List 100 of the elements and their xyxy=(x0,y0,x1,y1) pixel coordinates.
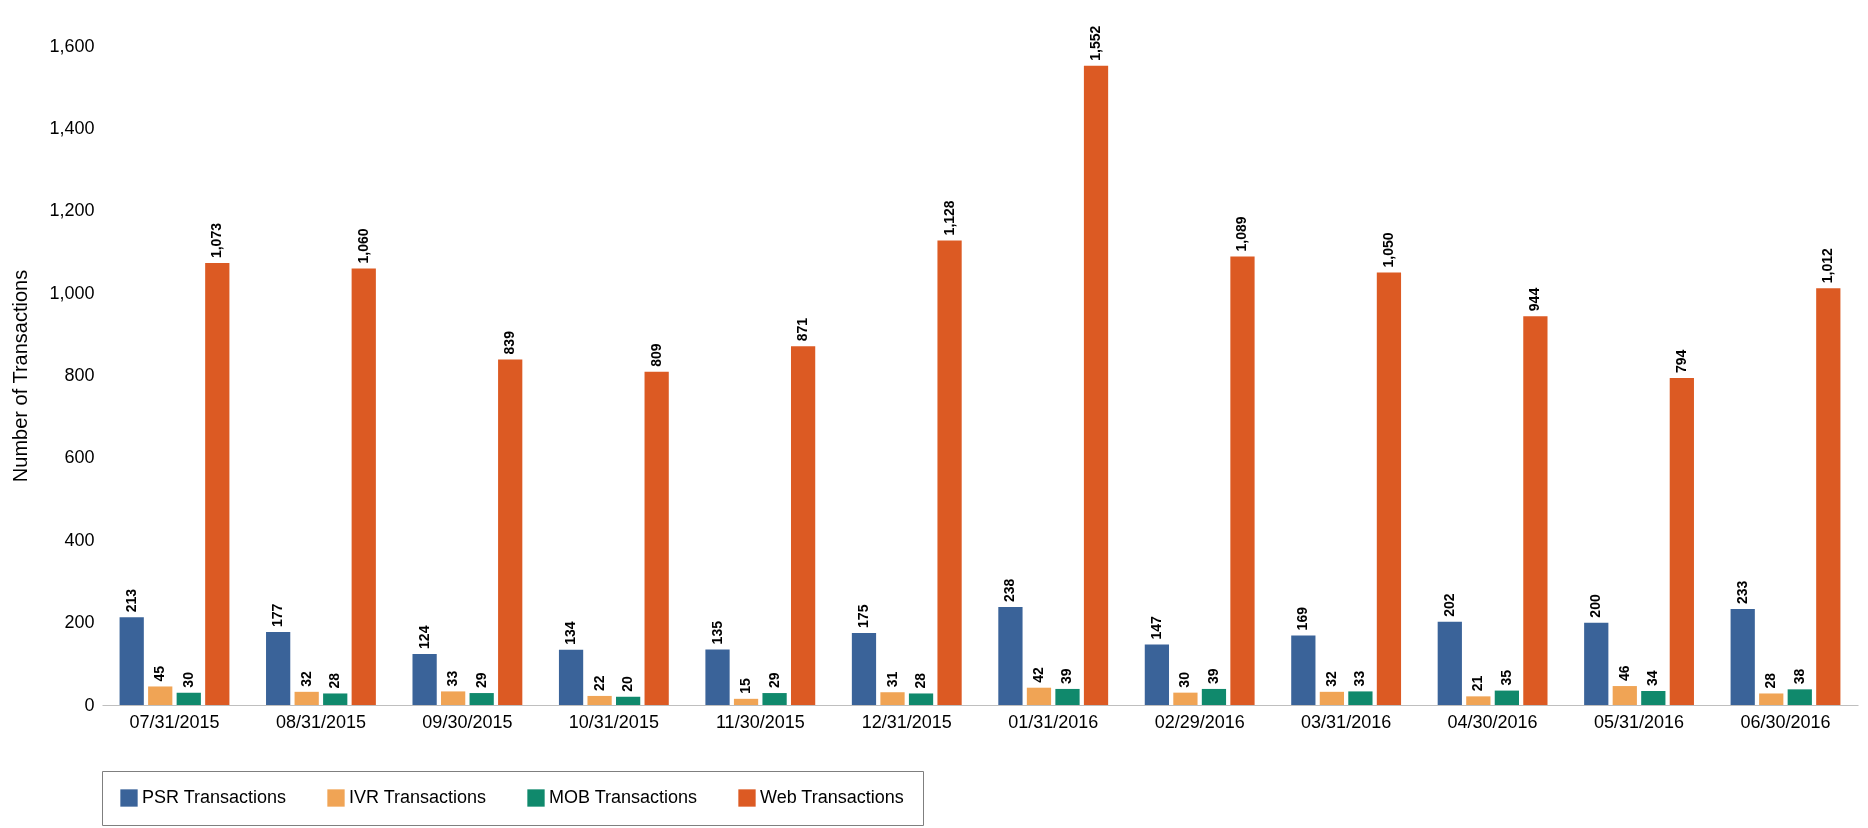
y-tick-label: 1,600 xyxy=(49,35,95,56)
data-label: 33 xyxy=(444,670,461,687)
data-label: 39 xyxy=(1204,668,1221,684)
bar xyxy=(587,695,612,705)
bar xyxy=(705,649,730,705)
y-tick-label: 1,400 xyxy=(49,117,95,138)
bar xyxy=(998,606,1023,705)
data-label: 33 xyxy=(1351,670,1368,687)
x-tick-label: 09/30/2015 xyxy=(422,711,513,732)
bar xyxy=(266,632,291,705)
data-label: 124 xyxy=(415,625,432,649)
bar xyxy=(1291,635,1316,705)
x-tick-label: 10/31/2015 xyxy=(568,711,659,732)
data-label: 32 xyxy=(297,671,314,687)
data-label: 200 xyxy=(1587,594,1604,618)
data-label: 15 xyxy=(737,678,754,694)
bar xyxy=(937,240,962,705)
y-tick-label: 0 xyxy=(84,694,95,715)
data-label: 21 xyxy=(1469,675,1486,692)
bar xyxy=(1230,256,1255,705)
data-label: 45 xyxy=(151,665,168,682)
data-label: 28 xyxy=(912,672,929,689)
data-label: 32 xyxy=(1322,671,1339,687)
bar xyxy=(1201,688,1227,705)
bar xyxy=(1669,377,1694,705)
bar xyxy=(1466,696,1491,705)
bar xyxy=(880,692,905,705)
data-label: 1,089 xyxy=(1233,216,1250,252)
data-label: 809 xyxy=(647,343,664,367)
y-tick-label: 600 xyxy=(64,447,95,468)
bar xyxy=(119,617,144,705)
x-tick-label: 12/31/2015 xyxy=(861,711,952,732)
y-axis-title: Number of Transactions xyxy=(9,269,32,483)
data-label: 42 xyxy=(1029,666,1046,683)
data-label: 31 xyxy=(883,671,900,688)
data-label: 35 xyxy=(1497,669,1514,686)
y-tick-label: 200 xyxy=(64,612,95,633)
bar xyxy=(294,691,319,705)
bar xyxy=(1494,690,1519,705)
bar xyxy=(1523,316,1548,705)
data-label: 169 xyxy=(1294,606,1311,631)
x-tick-label: 03/31/2016 xyxy=(1301,711,1392,732)
bar xyxy=(441,691,466,705)
x-tick-label: 11/30/2015 xyxy=(715,711,805,732)
bar xyxy=(1026,687,1052,705)
bar xyxy=(616,696,641,705)
data-label: 233 xyxy=(1733,580,1750,605)
bar xyxy=(498,359,523,705)
data-label: 202 xyxy=(1440,593,1457,617)
y-tick-label: 1,200 xyxy=(49,200,95,221)
data-label: 46 xyxy=(1615,665,1632,682)
bar xyxy=(908,693,934,705)
bar xyxy=(1584,622,1609,705)
bar xyxy=(1144,644,1170,705)
x-tick-label: 07/31/2015 xyxy=(129,711,220,732)
data-label: 135 xyxy=(708,620,725,645)
x-tick-label: 01/31/2016 xyxy=(1008,711,1099,732)
x-tick-label: 05/31/2016 xyxy=(1594,711,1685,732)
bar xyxy=(558,649,584,705)
y-tick-label: 1,000 xyxy=(49,282,95,303)
y-tick-label: 800 xyxy=(64,365,95,385)
data-label: 1,060 xyxy=(354,228,371,264)
data-label: 38 xyxy=(1790,668,1807,685)
data-label: 39 xyxy=(1058,668,1075,684)
legend-label: Web Transactions xyxy=(760,787,904,807)
data-label: 794 xyxy=(1672,349,1689,373)
bar xyxy=(733,698,759,705)
legend-label: MOB Transactions xyxy=(549,787,698,807)
bar xyxy=(1319,691,1344,705)
data-label: 871 xyxy=(794,317,811,342)
data-label: 839 xyxy=(501,330,518,355)
data-label: 20 xyxy=(619,675,636,692)
data-label: 175 xyxy=(854,604,871,628)
bar xyxy=(1376,272,1402,705)
bar xyxy=(1612,686,1637,705)
bar xyxy=(851,632,877,705)
bar xyxy=(469,693,494,705)
bar xyxy=(644,371,669,705)
legend-label: IVR Transactions xyxy=(349,787,487,807)
data-label: 213 xyxy=(122,588,139,613)
data-label: 1,012 xyxy=(1819,247,1836,284)
bar xyxy=(762,693,787,705)
bar xyxy=(1083,65,1109,705)
bar xyxy=(1173,692,1198,705)
data-label: 30 xyxy=(1176,671,1193,688)
data-label: 238 xyxy=(1001,578,1018,602)
data-label: 30 xyxy=(179,671,196,688)
bar xyxy=(1787,689,1812,705)
data-label: 29 xyxy=(765,672,782,689)
data-label: 28 xyxy=(1762,672,1779,689)
data-label: 134 xyxy=(562,621,579,645)
data-label: 22 xyxy=(590,675,607,691)
bar xyxy=(148,686,173,705)
bar xyxy=(412,653,437,705)
bar xyxy=(1641,691,1666,705)
x-tick-label: 06/30/2016 xyxy=(1740,711,1831,732)
x-tick-label: 04/30/2016 xyxy=(1447,711,1538,732)
x-tick-label: 02/29/2016 xyxy=(1154,711,1245,732)
data-label: 944 xyxy=(1526,287,1543,312)
bar xyxy=(323,693,348,705)
